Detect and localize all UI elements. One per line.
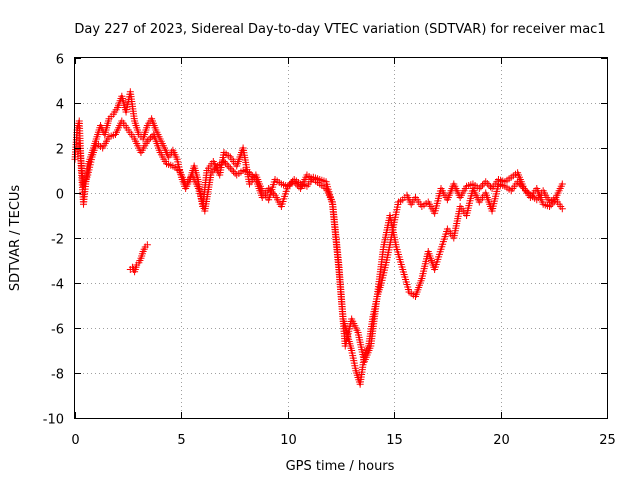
y-tick-label: 0 — [56, 188, 64, 203]
grid-layer — [75, 58, 607, 418]
data-point — [475, 185, 483, 192]
x-tick-label: 20 — [493, 433, 510, 448]
plot-frame — [74, 57, 608, 419]
data-point — [486, 183, 494, 191]
y-tick-label: -4 — [51, 278, 64, 293]
data-point — [209, 167, 217, 175]
data-point — [485, 181, 493, 189]
data-point — [143, 137, 151, 145]
y-tick-label: -6 — [51, 323, 64, 338]
data-point — [287, 179, 295, 187]
data-layer — [71, 88, 566, 388]
x-tick-label: 10 — [280, 433, 297, 448]
data-point — [482, 178, 490, 186]
data-point — [518, 183, 526, 191]
x-axis-label: GPS time / hours — [286, 459, 395, 474]
y-tick-label: -2 — [51, 233, 64, 248]
data-point — [265, 185, 273, 192]
data-point — [220, 158, 228, 165]
data-point — [226, 164, 234, 172]
data-point — [230, 168, 238, 176]
data-point — [225, 163, 233, 171]
data-point — [517, 181, 525, 189]
data-point — [143, 241, 151, 249]
y-tick-label: 6 — [56, 53, 64, 68]
data-point — [147, 134, 155, 142]
data-point — [547, 201, 555, 209]
data-point — [228, 166, 236, 174]
data-point — [558, 180, 566, 188]
series-2 — [75, 117, 566, 366]
y-tick-label: 4 — [56, 98, 64, 113]
y-tick-label: -8 — [51, 368, 64, 383]
data-point — [268, 188, 276, 196]
y-tick-label: -10 — [43, 413, 64, 428]
data-point — [546, 203, 554, 210]
data-point — [479, 181, 487, 189]
data-point — [266, 186, 274, 194]
data-point — [477, 183, 485, 191]
data-point — [222, 159, 230, 167]
data-point — [284, 182, 292, 190]
data-point — [514, 178, 522, 186]
data-point — [285, 181, 293, 189]
x-tick-label: 0 — [71, 433, 79, 448]
series-3 — [126, 241, 151, 276]
data-point — [210, 165, 218, 173]
x-tick-label: 15 — [386, 433, 403, 448]
data-point — [207, 169, 215, 177]
data-point — [550, 197, 558, 205]
chart-title: Day 227 of 2023, Sidereal Day-to-day VTE… — [74, 22, 605, 37]
data-point — [245, 169, 253, 177]
data-point — [483, 179, 491, 187]
data-point — [249, 172, 257, 180]
y-tick-label: 2 — [56, 143, 64, 158]
data-point — [250, 174, 258, 182]
data-point — [549, 199, 557, 207]
data-point — [223, 161, 231, 169]
data-point — [269, 190, 277, 198]
data-point — [247, 170, 255, 178]
data-point — [212, 164, 220, 172]
data-point — [558, 205, 566, 213]
x-tick-label: 5 — [177, 433, 185, 448]
x-tick-label: 25 — [599, 433, 616, 448]
y-axis-label: SDTVAR / TECUs — [8, 185, 23, 292]
data-point — [145, 136, 153, 144]
data-point — [515, 179, 523, 187]
tick-layer: 0 5 10 15 20 25 -10 -8 -6 -4 -2 0 2 4 6 — [43, 53, 616, 449]
